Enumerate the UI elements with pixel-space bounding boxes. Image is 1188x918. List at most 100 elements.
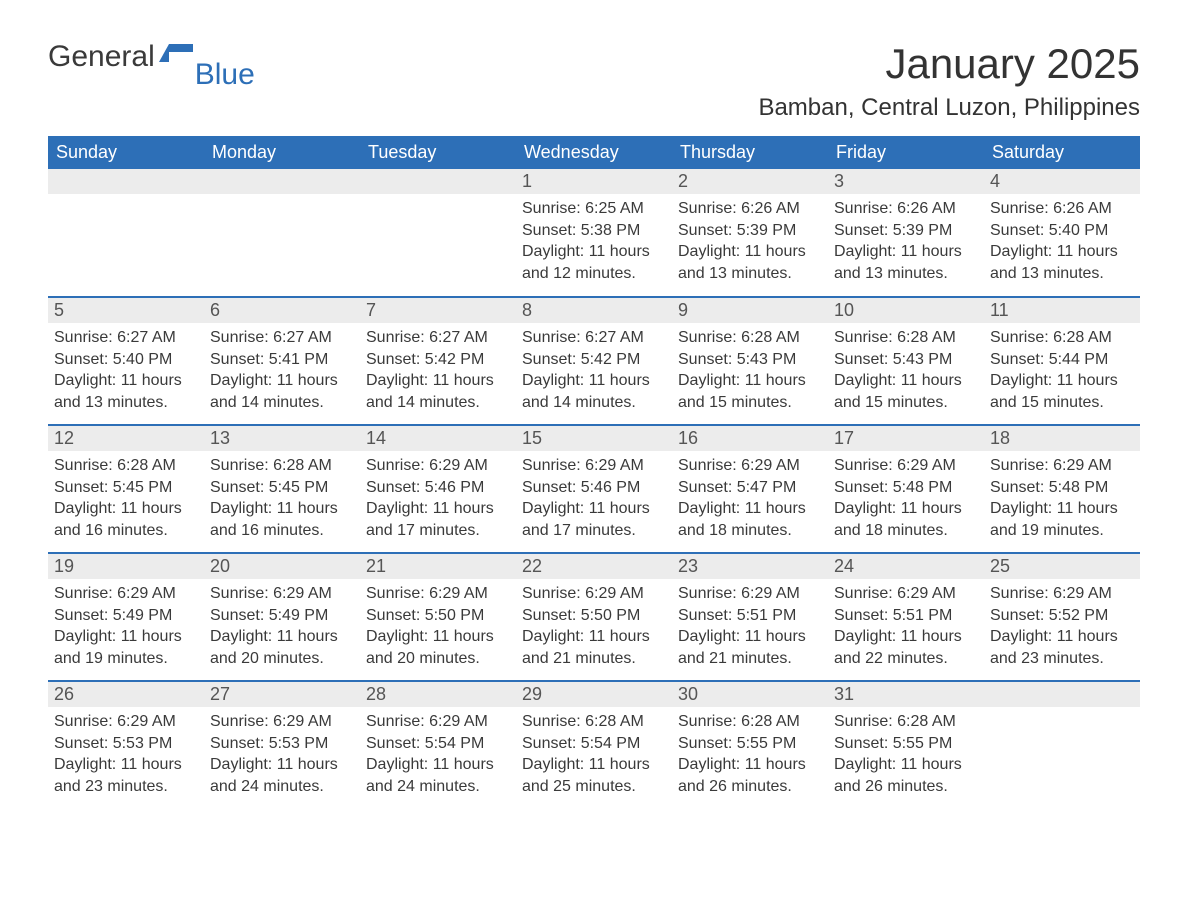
sunrise-text: Sunrise: 6:27 AM	[522, 327, 666, 349]
daylight-text: Daylight: 11 hours and 12 minutes.	[522, 241, 666, 284]
brand-word1: General	[48, 40, 155, 74]
sunset-text: Sunset: 5:40 PM	[54, 349, 198, 371]
calendar-day-cell: 7Sunrise: 6:27 AMSunset: 5:42 PMDaylight…	[360, 297, 516, 425]
day-number: 10	[828, 298, 984, 323]
calendar-day-cell: 4Sunrise: 6:26 AMSunset: 5:40 PMDaylight…	[984, 169, 1140, 297]
sunset-text: Sunset: 5:39 PM	[834, 220, 978, 242]
calendar-day-cell: 6Sunrise: 6:27 AMSunset: 5:41 PMDaylight…	[204, 297, 360, 425]
sunrise-text: Sunrise: 6:29 AM	[990, 583, 1134, 605]
weekday-header: Wednesday	[516, 136, 672, 169]
day-number: 29	[516, 682, 672, 707]
calendar-day-cell: 25Sunrise: 6:29 AMSunset: 5:52 PMDayligh…	[984, 553, 1140, 681]
calendar-day-cell: 27Sunrise: 6:29 AMSunset: 5:53 PMDayligh…	[204, 681, 360, 809]
daylight-text: Daylight: 11 hours and 26 minutes.	[834, 754, 978, 797]
day-number: 1	[516, 169, 672, 194]
sunrise-text: Sunrise: 6:28 AM	[678, 327, 822, 349]
sunset-text: Sunset: 5:48 PM	[990, 477, 1134, 499]
sunrise-text: Sunrise: 6:29 AM	[834, 455, 978, 477]
sunset-text: Sunset: 5:44 PM	[990, 349, 1134, 371]
sunrise-text: Sunrise: 6:29 AM	[366, 455, 510, 477]
location-subtitle: Bamban, Central Luzon, Philippines	[758, 94, 1140, 122]
day-number: 18	[984, 426, 1140, 451]
calendar-day-cell: 11Sunrise: 6:28 AMSunset: 5:44 PMDayligh…	[984, 297, 1140, 425]
calendar-day-cell	[48, 169, 204, 297]
calendar-day-cell: 28Sunrise: 6:29 AMSunset: 5:54 PMDayligh…	[360, 681, 516, 809]
day-details: Sunrise: 6:28 AMSunset: 5:43 PMDaylight:…	[672, 323, 828, 423]
daylight-text: Daylight: 11 hours and 13 minutes.	[990, 241, 1134, 284]
sunrise-text: Sunrise: 6:29 AM	[210, 583, 354, 605]
calendar-day-cell: 3Sunrise: 6:26 AMSunset: 5:39 PMDaylight…	[828, 169, 984, 297]
daylight-text: Daylight: 11 hours and 15 minutes.	[834, 370, 978, 413]
day-number: 12	[48, 426, 204, 451]
day-number: 28	[360, 682, 516, 707]
day-number: 19	[48, 554, 204, 579]
daylight-text: Daylight: 11 hours and 24 minutes.	[210, 754, 354, 797]
daylight-text: Daylight: 11 hours and 23 minutes.	[990, 626, 1134, 669]
day-details: Sunrise: 6:28 AMSunset: 5:54 PMDaylight:…	[516, 707, 672, 807]
sunset-text: Sunset: 5:53 PM	[54, 733, 198, 755]
sunset-text: Sunset: 5:48 PM	[834, 477, 978, 499]
day-number: 16	[672, 426, 828, 451]
sunset-text: Sunset: 5:54 PM	[522, 733, 666, 755]
weekday-header-row: Sunday Monday Tuesday Wednesday Thursday…	[48, 136, 1140, 169]
daylight-text: Daylight: 11 hours and 22 minutes.	[834, 626, 978, 669]
sunrise-text: Sunrise: 6:29 AM	[54, 583, 198, 605]
day-details: Sunrise: 6:29 AMSunset: 5:51 PMDaylight:…	[672, 579, 828, 679]
daylight-text: Daylight: 11 hours and 14 minutes.	[210, 370, 354, 413]
sunset-text: Sunset: 5:51 PM	[678, 605, 822, 627]
flag-icon	[159, 40, 193, 62]
day-number: 17	[828, 426, 984, 451]
day-number: 31	[828, 682, 984, 707]
calendar-week-row: 5 Sunrise: 6:27 AM Sunset: 5:40 PM Daylight…	[48, 297, 1140, 425]
sunset-text: Sunset: 5:52 PM	[990, 605, 1134, 627]
sunrise-text: Sunrise: 6:27 AM	[210, 327, 354, 349]
day-number: 5	[48, 298, 204, 323]
daylight-text: Daylight: 11 hours and 18 minutes.	[678, 498, 822, 541]
calendar-day-cell	[204, 169, 360, 297]
calendar-week-row: 1Sunrise: 6:25 AMSunset: 5:38 PMDaylight…	[48, 169, 1140, 297]
sunrise-text: Sunrise: 6:26 AM	[678, 198, 822, 220]
sunrise-text: Sunrise: 6:29 AM	[522, 455, 666, 477]
day-details: Sunrise: 6:28 AMSunset: 5:55 PMDaylight:…	[828, 707, 984, 807]
day-details: Sunrise: 6:29 AMSunset: 5:51 PMDaylight:…	[828, 579, 984, 679]
day-details: Sunrise: 6:29 AMSunset: 5:49 PMDaylight:…	[204, 579, 360, 679]
day-details: Sunrise: 6:27 AMSunset: 5:42 PMDaylight:…	[516, 323, 672, 423]
sunrise-text: Sunrise: 6:29 AM	[210, 711, 354, 733]
sunset-text: Sunset: 5:45 PM	[210, 477, 354, 499]
sunrise-text: Sunrise: 6:28 AM	[834, 327, 978, 349]
calendar-day-cell: 17Sunrise: 6:29 AMSunset: 5:48 PMDayligh…	[828, 425, 984, 553]
weekday-header: Thursday	[672, 136, 828, 169]
day-number: 6	[204, 298, 360, 323]
sunrise-text: Sunrise: 6:29 AM	[990, 455, 1134, 477]
sunset-text: Sunset: 5:49 PM	[54, 605, 198, 627]
weekday-header: Monday	[204, 136, 360, 169]
sunrise-text: Sunrise: 6:28 AM	[54, 455, 198, 477]
calendar-day-cell: 19Sunrise: 6:29 AMSunset: 5:49 PMDayligh…	[48, 553, 204, 681]
day-details: Sunrise: 6:27 AMSunset: 5:41 PMDaylight:…	[204, 323, 360, 423]
weekday-header: Saturday	[984, 136, 1140, 169]
day-number: 30	[672, 682, 828, 707]
sunrise-text: Sunrise: 6:29 AM	[678, 583, 822, 605]
calendar-day-cell: 29Sunrise: 6:28 AMSunset: 5:54 PMDayligh…	[516, 681, 672, 809]
day-number	[48, 169, 204, 194]
sunrise-text: Sunrise: 6:29 AM	[366, 583, 510, 605]
day-number: 13	[204, 426, 360, 451]
sunset-text: Sunset: 5:42 PM	[366, 349, 510, 371]
sunset-text: Sunset: 5:50 PM	[522, 605, 666, 627]
day-number: 7	[360, 298, 516, 323]
sunrise-text: Sunrise: 6:27 AM	[366, 327, 510, 349]
calendar-day-cell: 5Sunrise: 6:27 AMSunset: 5:40 PMDaylight…	[48, 297, 204, 425]
sunrise-text: Sunrise: 6:29 AM	[834, 583, 978, 605]
sunset-text: Sunset: 5:41 PM	[210, 349, 354, 371]
day-details: Sunrise: 6:29 AMSunset: 5:49 PMDaylight:…	[48, 579, 204, 679]
sunset-text: Sunset: 5:40 PM	[990, 220, 1134, 242]
sunset-text: Sunset: 5:47 PM	[678, 477, 822, 499]
day-details: Sunrise: 6:29 AMSunset: 5:50 PMDaylight:…	[360, 579, 516, 679]
sunset-text: Sunset: 5:43 PM	[834, 349, 978, 371]
sunrise-text: Sunrise: 6:28 AM	[522, 711, 666, 733]
sunset-text: Sunset: 5:39 PM	[678, 220, 822, 242]
sunrise-text: Sunrise: 6:26 AM	[834, 198, 978, 220]
daylight-text: Daylight: 11 hours and 20 minutes.	[210, 626, 354, 669]
day-details: Sunrise: 6:29 AMSunset: 5:53 PMDaylight:…	[48, 707, 204, 807]
daylight-text: Daylight: 11 hours and 21 minutes.	[522, 626, 666, 669]
